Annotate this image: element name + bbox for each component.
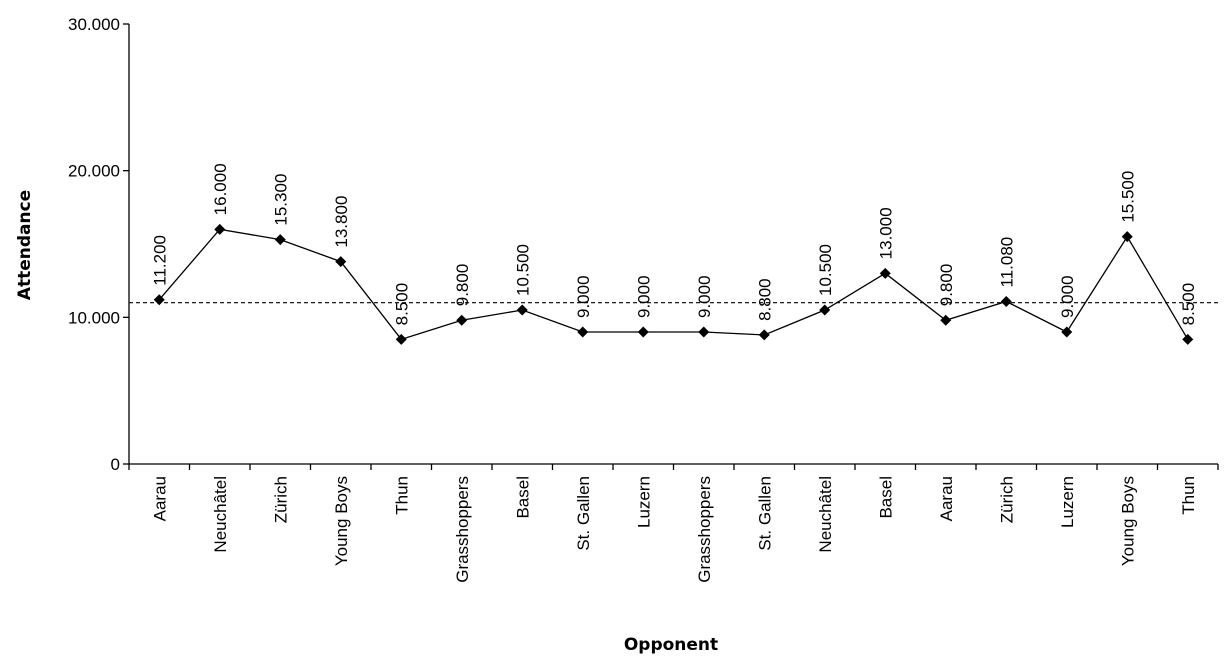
data-point-marker	[879, 267, 891, 279]
data-point-marker	[335, 256, 347, 268]
x-tick-label: Aarau	[150, 476, 169, 521]
x-tick-label: Luzern	[634, 476, 653, 528]
data-label: 9.000	[695, 275, 714, 318]
x-tick-label: Luzern	[1058, 476, 1077, 528]
data-label: 11.200	[150, 235, 169, 286]
data-label: 9.000	[1058, 275, 1077, 318]
data-point-marker	[274, 234, 286, 246]
attendance-series	[153, 223, 1194, 345]
data-point-marker	[395, 333, 407, 345]
x-tick-label: Young Boys	[1118, 476, 1137, 566]
y-tick-label: 30.000	[68, 15, 120, 34]
x-tick-label: Zürich	[997, 476, 1016, 523]
data-label: 8.800	[755, 278, 774, 321]
data-point-marker	[153, 294, 165, 306]
x-tick-label: Thun	[392, 476, 411, 515]
x-tick-label: Thun	[1179, 476, 1198, 515]
data-point-marker	[1182, 333, 1194, 345]
data-label: 13.000	[876, 207, 895, 259]
data-label: 8.500	[392, 283, 411, 326]
data-label: 10.500	[816, 244, 835, 296]
data-label: 13.800	[332, 196, 351, 248]
data-point-marker	[214, 223, 226, 235]
data-label: 10.500	[513, 244, 532, 296]
data-label: 9.000	[634, 275, 653, 318]
data-point-marker	[1121, 231, 1133, 243]
x-tick-label: St. Gallen	[574, 476, 593, 551]
data-point-marker	[1061, 326, 1073, 338]
data-label: 9.000	[574, 275, 593, 318]
data-labels: 11.200 16.000 15.300 13.800 8.500 9.800 10.500…	[150, 163, 1198, 325]
x-tick-label: Grasshoppers	[453, 476, 472, 583]
y-tick-label: 20.000	[68, 162, 120, 181]
data-point-marker	[637, 326, 649, 338]
data-point-marker	[577, 326, 589, 338]
x-tick-label: Neuchâtel	[211, 476, 230, 553]
data-point-marker	[758, 329, 770, 341]
data-point-marker	[516, 304, 528, 316]
y-axis-title: Attendance	[15, 190, 35, 300]
data-label: 9.800	[453, 264, 472, 307]
y-tick-label: 0	[111, 455, 120, 474]
x-tick-label: Basel	[513, 476, 532, 519]
x-axis-ticks: Aarau Neuchâtel Zürich Young Boys Thun Grassh…	[128, 464, 1219, 583]
data-label: 16.000	[211, 163, 230, 215]
data-point-marker	[456, 314, 468, 326]
data-point-marker	[819, 304, 831, 316]
data-label: 8.500	[1179, 283, 1198, 326]
series-line	[158, 228, 1189, 341]
data-label: 15.300	[271, 174, 290, 226]
x-tick-label: Grasshoppers	[695, 476, 714, 583]
x-tick-label: Basel	[876, 476, 895, 519]
x-tick-label: Aarau	[937, 476, 956, 521]
data-label: 15.500	[1118, 171, 1137, 223]
data-point-marker	[698, 326, 710, 338]
x-tick-label: Young Boys	[332, 476, 351, 566]
y-axis-ticks: 0 10.000 20.000 30.000	[68, 15, 129, 474]
x-tick-label: St. Gallen	[755, 476, 774, 551]
data-label: 11.080	[997, 237, 1016, 288]
data-point-marker	[940, 314, 952, 326]
y-tick-label: 10.000	[68, 308, 120, 327]
x-tick-label: Zürich	[271, 476, 290, 523]
data-label: 9.800	[937, 264, 956, 307]
x-axis-title: Opponent	[624, 635, 718, 655]
x-tick-label: Neuchâtel	[816, 476, 835, 553]
data-point-marker	[1000, 295, 1012, 307]
